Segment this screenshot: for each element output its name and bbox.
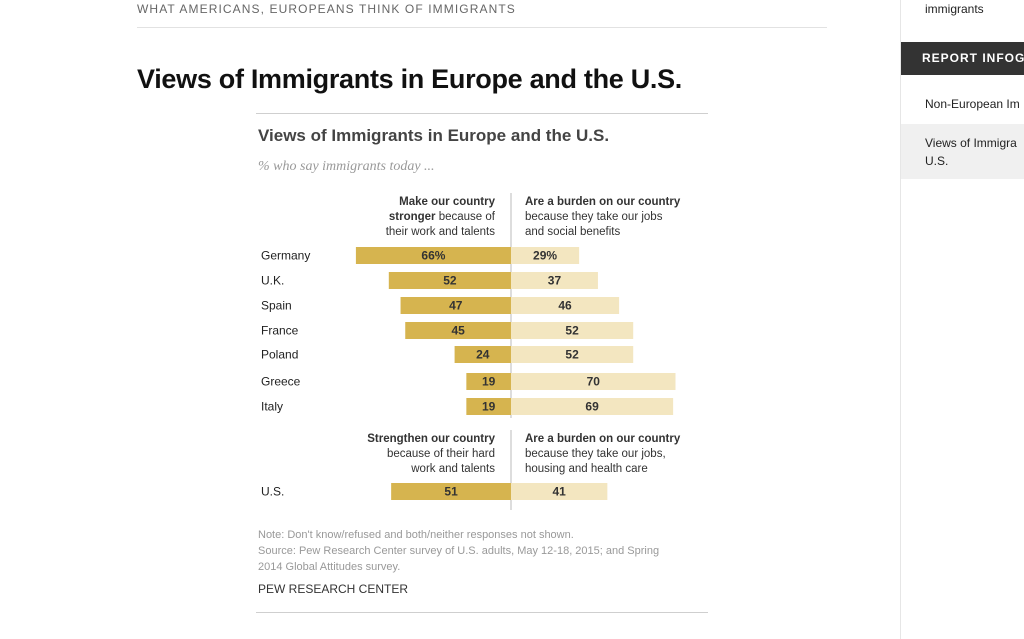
europe-header-stronger-segment: stronger [389, 211, 436, 223]
europe-value-label-stronger: 45 [451, 324, 465, 338]
chart-note: Note: Don't know/refused and both/neithe… [258, 529, 574, 541]
europe-value-label-burden: 37 [548, 274, 562, 288]
europe-bar-stronger [400, 297, 511, 314]
kicker-divider [137, 27, 827, 28]
europe-bar-stronger [405, 322, 511, 339]
europe-header-stronger-line-2: stronger because of [389, 211, 496, 223]
us-header-burden-line-2: because they take our jobs, [525, 448, 666, 460]
europe-value-label-burden: 52 [565, 324, 579, 338]
us-header-strengthen-segment: because of their hard [387, 448, 495, 460]
europe-value-label-stronger: 52 [443, 274, 457, 288]
europe-value-label-stronger: 24 [476, 348, 490, 362]
sidebar-item-label: Non-European Im [925, 97, 1020, 111]
us-header-burden-segment: housing and health care [525, 463, 648, 475]
us-header-strengthen-line-1: Strengthen our country [367, 433, 495, 445]
chart-subtitle: % who say immigrants today ... [258, 159, 435, 174]
sidebar-item-non-european[interactable]: Non-European Im [901, 94, 1024, 120]
europe-category-label: Germany [261, 249, 310, 263]
sidebar-report-header: REPORT INFOG [901, 42, 1024, 75]
europe-header-burden-segment: and social benefits [525, 226, 621, 238]
europe-bar-stronger [466, 398, 511, 415]
us-value-label-burden: 41 [552, 485, 566, 499]
us-header-strengthen-line-2: because of their hard [387, 448, 495, 460]
europe-header-stronger-segment: Make our country [399, 196, 495, 208]
us-header-burden-segment: because they take our jobs, [525, 448, 666, 460]
page-title: Views of Immigrants in Europe and the U.… [137, 64, 683, 94]
europe-value-label-burden: 46 [558, 299, 572, 313]
sidebar-link-immigrants[interactable]: immigrants [925, 2, 984, 16]
us-value-label-stronger: 51 [444, 485, 458, 499]
europe-bar-stronger [466, 373, 511, 390]
europe-bar-stronger [454, 346, 511, 363]
us-header-strengthen-line-3: work and talents [410, 463, 495, 475]
europe-bar-stronger [355, 247, 511, 264]
europe-header-burden-segment: because they take our jobs [525, 211, 663, 223]
europe-category-label: U.K. [261, 274, 284, 288]
chart-bottom-rule [256, 612, 708, 613]
europe-header-burden-line-3: and social benefits [525, 226, 621, 238]
chart-source-line-2: 2014 Global Attitudes survey. [258, 561, 401, 573]
europe-header-stronger-line-1: Make our country [399, 196, 495, 208]
europe-bar-burden [511, 272, 598, 289]
europe-category-label: Greece [261, 375, 301, 389]
europe-category-label: France [261, 324, 299, 338]
source-label: PEW RESEARCH CENTER [258, 582, 409, 596]
us-bar-burden [511, 483, 608, 500]
europe-value-label-stronger: 47 [449, 299, 463, 313]
europe-value-label-burden: 70 [587, 375, 601, 389]
sidebar-item-views-of-immigrants[interactable]: Views of Immigra U.S. [901, 124, 1024, 179]
us-header-strengthen-segment: Strengthen our country [367, 433, 495, 445]
article-kicker: WHAT AMERICANS, EUROPEANS THINK OF IMMIG… [137, 2, 516, 16]
europe-header-stronger-segment: their work and talents [386, 226, 496, 238]
chart-title: Views of Immigrants in Europe and the U.… [258, 126, 610, 145]
europe-bar-burden [511, 373, 676, 390]
europe-header-burden-line-1: Are a burden on our country [525, 196, 681, 208]
europe-bar-burden [511, 297, 620, 314]
us-header-burden-segment: Are a burden on our country [525, 433, 681, 445]
europe-value-label-stronger: 19 [482, 400, 496, 414]
europe-bar-burden [511, 398, 674, 415]
europe-header-stronger-line-3: their work and talents [386, 226, 496, 238]
europe-category-label: Poland [261, 348, 298, 362]
europe-value-label-stronger: 66% [421, 249, 445, 263]
europe-category-label: Italy [261, 400, 283, 414]
us-header-strengthen-segment: work and talents [410, 463, 495, 475]
chart-top-rule [256, 113, 708, 114]
europe-value-label-burden: 52 [565, 348, 579, 362]
sidebar-item-label: U.S. [925, 154, 949, 168]
chart-source-line-1: Source: Pew Research Center survey of U.… [258, 545, 660, 557]
europe-bar-stronger [388, 272, 511, 289]
europe-value-label-burden: 29% [533, 249, 557, 263]
sidebar-item-label: Views of Immigra [925, 136, 1017, 150]
us-bar-stronger [391, 483, 511, 500]
us-header-burden-line-1: Are a burden on our country [525, 433, 681, 445]
europe-header-burden-segment: Are a burden on our country [525, 196, 681, 208]
europe-category-label: Spain [261, 299, 292, 313]
europe-header-stronger-segment: because of [436, 211, 496, 223]
europe-bar-burden [511, 346, 634, 363]
europe-bar-burden [511, 247, 580, 264]
europe-value-label-stronger: 19 [482, 375, 496, 389]
europe-value-label-burden: 69 [585, 400, 599, 414]
europe-bar-burden [511, 322, 634, 339]
us-category-label: U.S. [261, 485, 284, 499]
us-header-burden-line-3: housing and health care [525, 463, 648, 475]
europe-header-burden-line-2: because they take our jobs [525, 211, 663, 223]
sidebar-divider [900, 0, 901, 639]
